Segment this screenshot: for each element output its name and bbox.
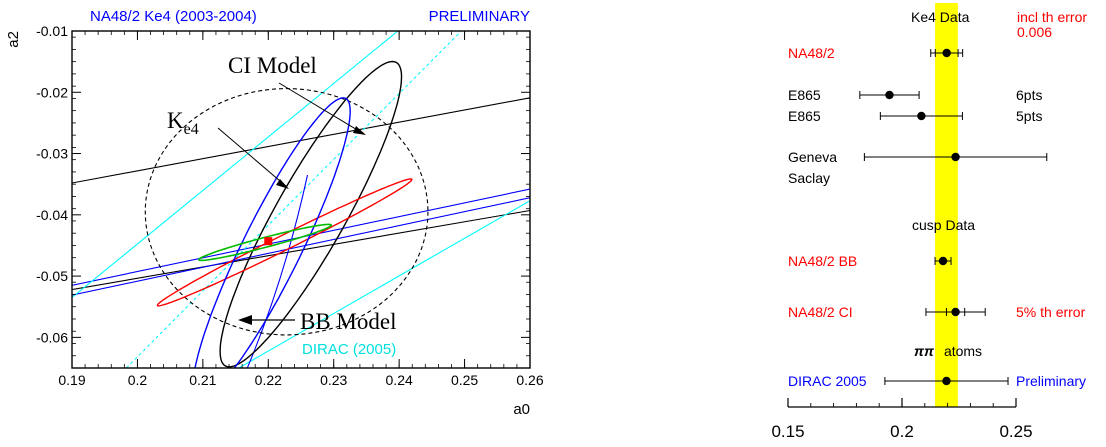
x-tick-label: 0.25: [451, 372, 478, 388]
title-left: NA48/2 Ke4 (2003-2004): [90, 8, 257, 25]
measurement-point: [917, 111, 926, 121]
x-axis-label: a0: [513, 401, 530, 418]
pipi-atoms-header: ππ atoms: [914, 343, 982, 359]
contour-plot: 0.19 0.2 0.21 0.22 0.23 0.24 0.25 0.26 -0.06 -0.0…: [5, 8, 544, 418]
measurement-point: [942, 48, 951, 58]
y-tick-label: -0.01: [36, 23, 68, 39]
measurement-label: Geneva: [788, 149, 837, 165]
measurement-point: [951, 152, 960, 162]
measurement-label-2: Saclay: [788, 170, 830, 186]
x-tick-label: 0.21: [189, 372, 216, 388]
incl-th-error-note: incl th error: [1017, 9, 1087, 25]
dirac-dashed-ellipse: [144, 88, 429, 336]
ci-model-label: CI Model: [228, 53, 317, 78]
measurement-label: NA48/2 BB: [788, 253, 857, 269]
x-tick-label: 0.24: [386, 372, 413, 388]
measurement-labels: NA48/2 E865 6pts E865 5pts Geneva Saclay NA48/2…: [788, 45, 1086, 389]
measurement-bars: [859, 48, 1048, 386]
axis-ticks: 0.19 0.2 0.21 0.22 0.23 0.24 0.25 0.26 -0.06 -0.0…: [36, 23, 544, 388]
bb-model-curve: [246, 174, 309, 368]
bb-model-label: BB Model: [300, 309, 396, 334]
bb-band-lower-line: [72, 197, 530, 296]
cusp-data-header: cusp Data: [912, 217, 975, 233]
best-fit-marker: [264, 237, 273, 246]
bottom-axis: 0.15 0.2 0.25: [771, 398, 1033, 441]
ke4-band-lower-line: [72, 209, 530, 291]
x-tick-label: 0.19: [58, 372, 85, 388]
incl-th-error-value: 0.006: [1017, 24, 1052, 40]
measurement-label: DIRAC 2005: [788, 373, 867, 389]
ke4-ellipse: [156, 178, 413, 307]
measurement-point: [938, 256, 948, 266]
y-axis-label: a2: [5, 31, 22, 48]
cusp-ellipse: [198, 223, 333, 262]
measurement-note: 6pts: [1016, 87, 1042, 103]
plot-content: [72, 31, 530, 368]
ke4-label: Ke4: [167, 108, 199, 138]
y-tick-label: -0.03: [36, 146, 68, 162]
ci-model-ellipse: [219, 60, 403, 368]
x-tick-label: 0.25: [999, 422, 1032, 441]
measurement-note: Preliminary: [1016, 373, 1086, 389]
measurement-point: [951, 307, 960, 317]
x-tick-label: 0.26: [516, 372, 543, 388]
ke4-data-header: Ke4 Data: [911, 9, 970, 25]
dirac-band-lower-line: [238, 200, 530, 368]
annotation-arrows: [217, 82, 366, 325]
x-tick-label: 0.2: [128, 372, 148, 388]
measurement-point: [942, 376, 951, 386]
dirac-central-line: [125, 31, 462, 368]
y-tick-label: -0.02: [36, 84, 68, 100]
x-tick-label: 0.22: [255, 372, 282, 388]
dirac-label: DIRAC (2005): [302, 341, 396, 358]
measurement-label: E865: [788, 87, 821, 103]
x-tick-label: 0.15: [771, 422, 804, 441]
measurement-point: [885, 90, 894, 100]
plot-frame: [71, 30, 531, 369]
title-right: PRELIMINARY: [429, 8, 530, 25]
y-tick-label: -0.06: [36, 329, 68, 345]
measurement-note: 5% th error: [1016, 304, 1086, 320]
measurement-label: NA48/2 CI: [788, 304, 853, 320]
y-tick-label: -0.04: [36, 207, 68, 223]
bb-model-ellipse: [194, 97, 351, 368]
measurement-label: NA48/2: [788, 45, 835, 61]
measurement-note: 5pts: [1016, 108, 1042, 124]
x-tick-label: 0.23: [320, 372, 347, 388]
theory-band: [935, 3, 958, 407]
y-tick-label: -0.05: [36, 268, 68, 284]
error-bar-plot: 0.15 0.2 0.25 Ke4 Data incl th error 0.006…: [771, 3, 1087, 441]
x-tick-label: 0.2: [890, 422, 914, 441]
dirac-band-upper-line: [72, 31, 399, 298]
measurement-label: E865: [788, 108, 821, 124]
